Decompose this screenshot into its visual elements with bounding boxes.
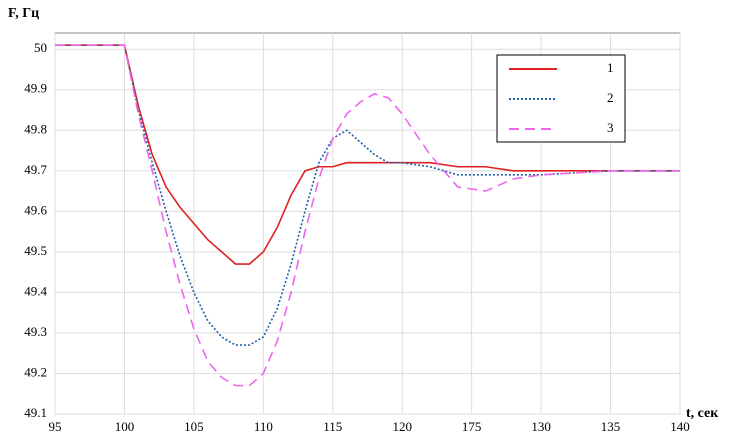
x-tick-label: 135 xyxy=(601,419,621,434)
legend-label: 3 xyxy=(607,120,614,135)
x-tick-label: 120 xyxy=(392,419,412,434)
y-tick-label: 49.7 xyxy=(24,162,47,177)
y-tick-label: 49.1 xyxy=(24,405,47,420)
legend-label: 1 xyxy=(607,60,614,75)
y-axis-label: F, Гц xyxy=(8,6,39,21)
line xyxy=(55,44,680,387)
x-tick-label: 175 xyxy=(462,419,482,434)
y-tick-label: 49.3 xyxy=(24,324,47,339)
legend-label: 2 xyxy=(607,90,614,105)
y-tick-label: 49.8 xyxy=(24,121,47,136)
y-tick-label: 49.9 xyxy=(24,81,47,96)
x-tick-label: 105 xyxy=(184,419,204,434)
x-axis-label: t, сек xyxy=(686,406,719,421)
x-tick-label: 110 xyxy=(254,419,273,434)
y-tick-label: 50 xyxy=(34,40,47,55)
y-tick-label: 49.5 xyxy=(24,243,47,258)
y-tick-label: 49.6 xyxy=(24,202,47,217)
x-tick-label: 115 xyxy=(323,419,342,434)
x-tick-label: 130 xyxy=(531,419,551,434)
x-tick-label: 100 xyxy=(115,419,135,434)
x-tick-label: 95 xyxy=(49,419,62,434)
line xyxy=(55,44,680,265)
y-tick-label: 49.4 xyxy=(24,283,47,298)
y-tick-label: 49.2 xyxy=(24,364,47,379)
x-tick-label: 140 xyxy=(670,419,690,434)
